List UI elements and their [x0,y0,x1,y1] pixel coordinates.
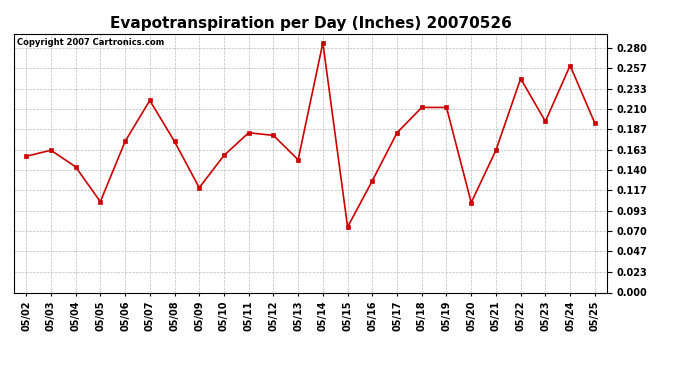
Title: Evapotranspiration per Day (Inches) 20070526: Evapotranspiration per Day (Inches) 2007… [110,16,511,31]
Text: Copyright 2007 Cartronics.com: Copyright 2007 Cartronics.com [17,38,164,46]
